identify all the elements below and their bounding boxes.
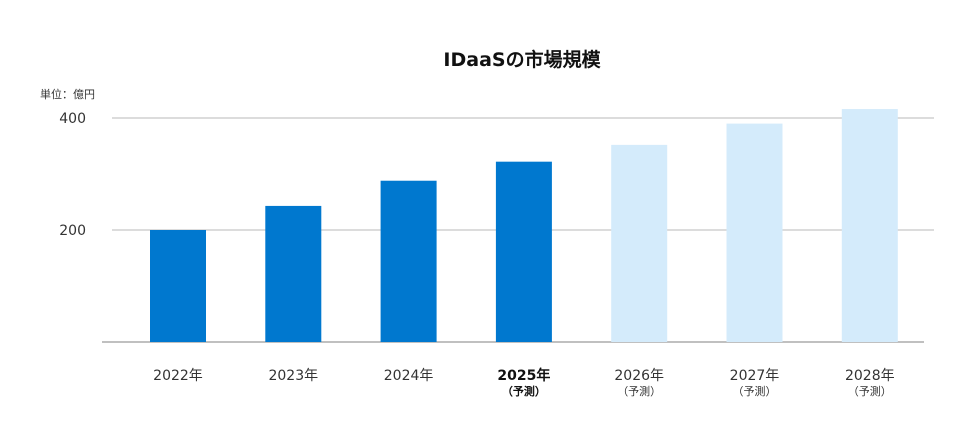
x-tick-label: 2024年 — [384, 368, 434, 384]
bar-2022年 — [150, 230, 206, 342]
y-tick-label: 200 — [59, 223, 86, 239]
bar-2023年 — [265, 205, 322, 342]
x-tick-label: 2022年 — [153, 368, 203, 384]
x-tick-label: 2026年 — [614, 368, 664, 384]
unit-label: 単位：億円 — [40, 87, 95, 101]
x-axis-ticks: 2022年 2023年 2024年 2025年（予測）2026年（予測）2027年（予… — [153, 367, 894, 398]
bar-2028年 — [841, 109, 898, 342]
x-tick-sublabel: （予測） — [848, 384, 892, 398]
x-tick-sublabel: （予測） — [502, 384, 546, 398]
y-axis-ticks: 200 400 — [59, 111, 86, 239]
bar-2027年 — [726, 123, 783, 342]
bar-2025年 — [495, 161, 552, 342]
x-tick-label: 2028年 — [845, 368, 895, 384]
bar-2026年 — [611, 144, 668, 342]
x-tick-label: 2025年 — [497, 367, 550, 384]
x-tick-label: 2027年 — [730, 368, 780, 384]
chart-title: IDaaSの市場規模 — [443, 48, 601, 71]
x-tick-sublabel: （予測） — [617, 384, 661, 398]
y-tick-label: 400 — [59, 111, 86, 127]
bar-2024年 — [380, 180, 437, 342]
x-tick-sublabel: （予測） — [733, 384, 777, 398]
x-tick-label: 2023年 — [268, 368, 318, 384]
bars — [150, 109, 898, 342]
